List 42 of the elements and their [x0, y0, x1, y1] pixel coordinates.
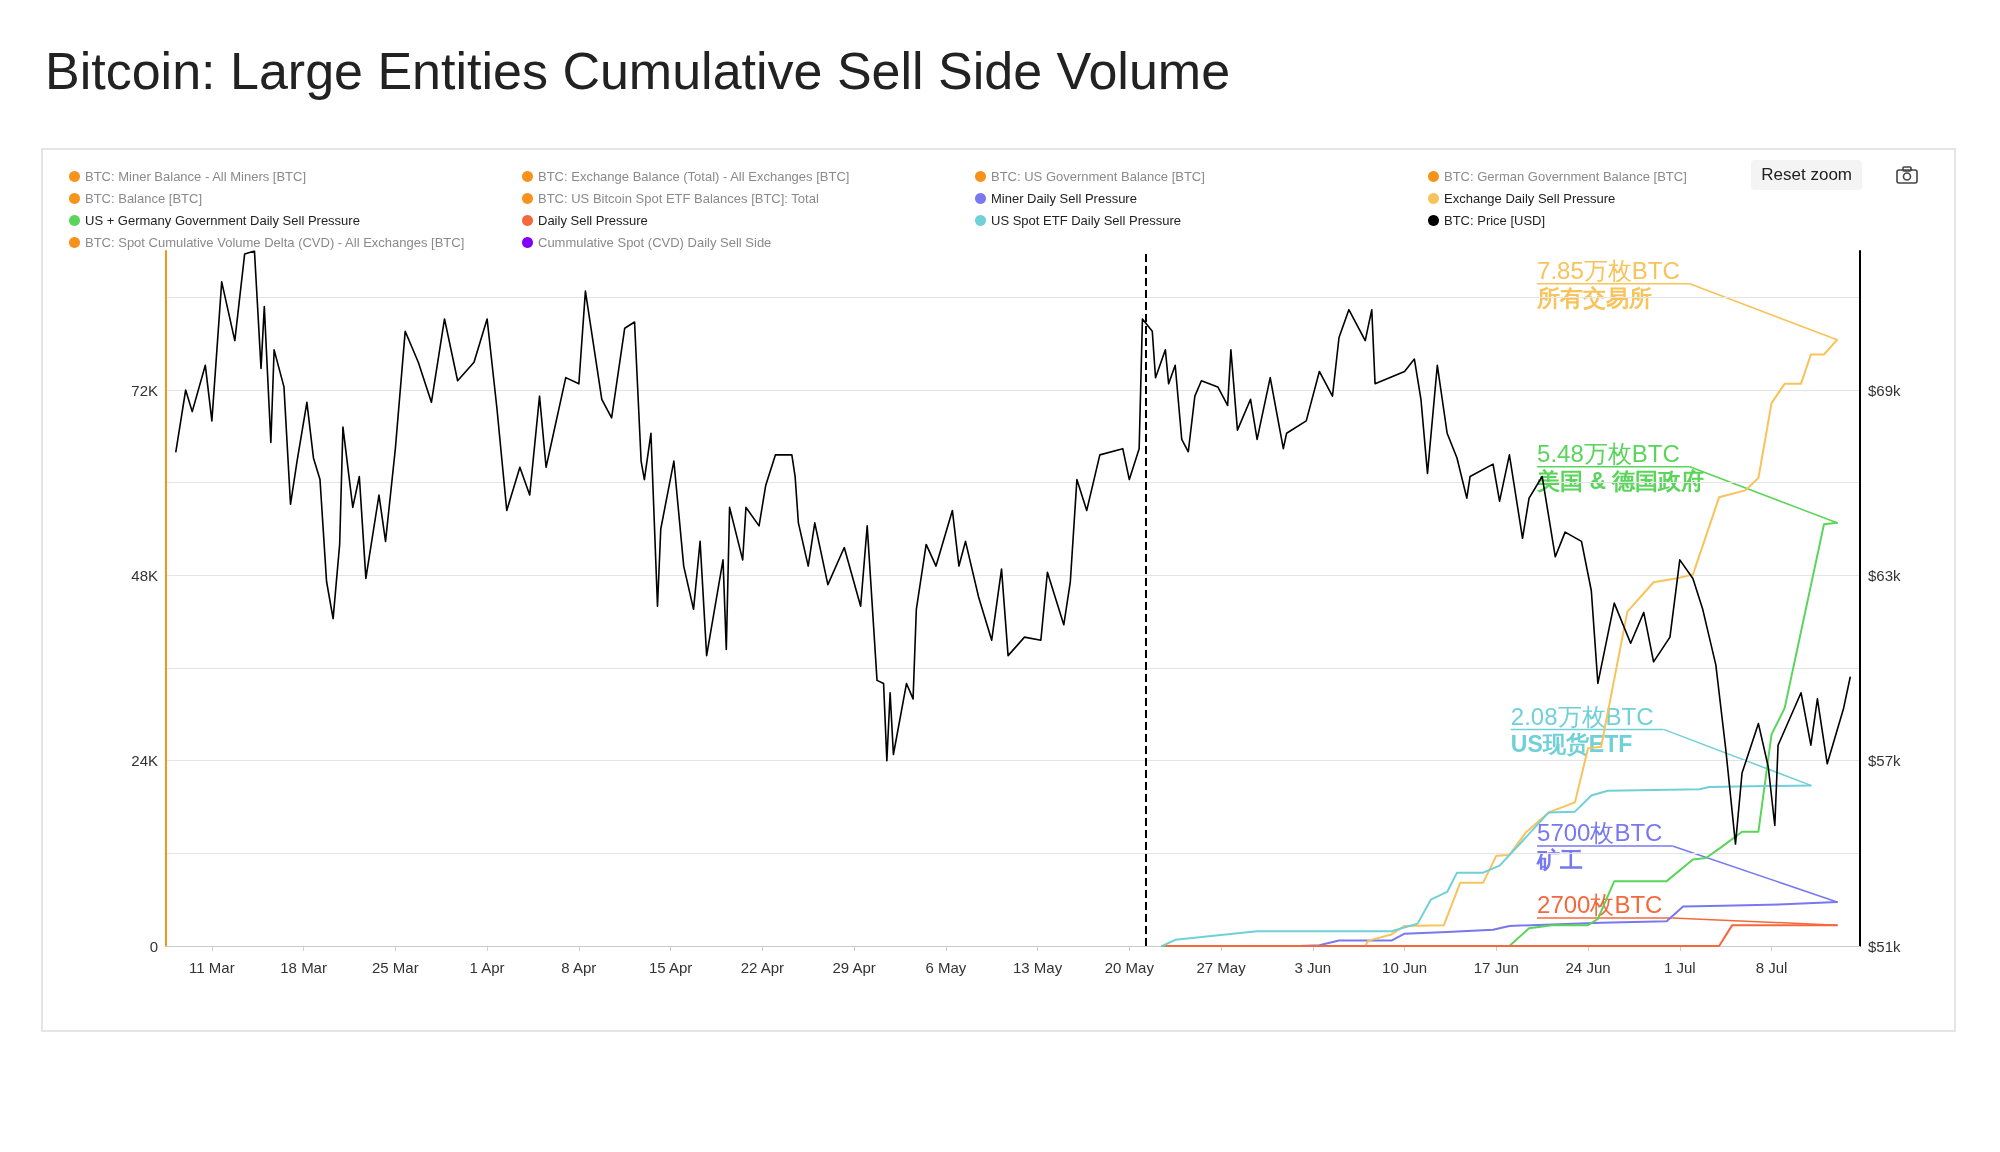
chart-title: Bitcoin: Large Entities Cumulative Sell Side Volume [45, 42, 1231, 100]
x-tick-label: 8 Jul [1755, 959, 1788, 976]
legend-label: BTC: Price [USD] [1444, 213, 1546, 228]
legend-label: BTC: US Government Balance [BTC] [991, 169, 1205, 184]
y2-tick-label: $63k [1868, 566, 1902, 584]
y2-tick-label: $51k [1868, 937, 1902, 955]
y-tick-label: 48K [131, 566, 158, 584]
x-tick-label: 27 May [1196, 959, 1247, 976]
legend-label: BTC: Balance [BTC] [85, 191, 203, 206]
x-tick-label: 6 May [925, 959, 967, 976]
x-tick-label: 20 May [1104, 959, 1155, 976]
legend-label: Daily Sell Pressure [538, 213, 648, 228]
x-tick-label: 22 Apr [740, 959, 785, 976]
legend-label: BTC: Exchange Balance (Total) - All Exchanges [BTC] [538, 169, 850, 184]
x-tick-label: 24 Jun [1565, 959, 1611, 976]
y-tick-label: 72K [131, 381, 158, 399]
y2-tick-label: $69k [1868, 381, 1902, 399]
legend-label: US Spot ETF Daily Sell Pressure [991, 213, 1182, 228]
legend-label: BTC: US Bitcoin Spot ETF Balances [BTC]: Total [538, 191, 819, 206]
x-tick-label: 10 Jun [1382, 959, 1428, 976]
y2-tick-label: $57k [1868, 752, 1902, 770]
legend-label: Miner Daily Sell Pressure [991, 191, 1137, 206]
legend-label: US + Germany Government Daily Sell Pressure [85, 213, 360, 228]
x-tick-label: 11 Mar [189, 959, 235, 976]
text: Reset zoom [1751, 160, 1862, 190]
x-tick-label: 8 Apr [561, 959, 597, 976]
legend-label: Cummulative Spot (CVD) Daily Sell Side [538, 235, 772, 250]
x-tick-label: 13 May [1012, 959, 1063, 976]
x-tick-label: 15 Apr [648, 959, 693, 976]
x-tick-label: 1 Jul [1663, 959, 1696, 976]
x-tick-label: 17 Jun [1473, 959, 1519, 976]
legend-label: BTC: Spot Cumulative Volume Delta (CVD) - All Exchanges [BTC] [85, 235, 465, 250]
x-tick-label: 18 Mar [280, 959, 327, 976]
legend-label: Exchange Daily Sell Pressure [1444, 191, 1616, 206]
y-tick-label: 24K [131, 752, 158, 770]
x-tick-label: 29 Apr [832, 959, 876, 976]
x-tick-label: 3 Jun [1294, 959, 1332, 976]
legend-label: BTC: German Government Balance [BTC] [1444, 169, 1687, 184]
x-tick-label: 25 Mar [372, 959, 419, 976]
x-tick-label: 1 Apr [469, 959, 505, 976]
y-tick-label: 0 [149, 937, 158, 955]
legend-label: BTC: Miner Balance - All Miners [BTC] [85, 169, 307, 184]
